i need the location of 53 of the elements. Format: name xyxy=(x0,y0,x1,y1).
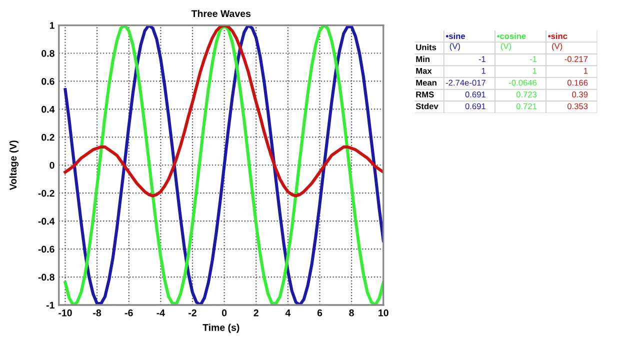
category-label: Stdev xyxy=(416,103,438,110)
x-tick-label: 4 xyxy=(285,310,291,316)
x-tick-label: -4 xyxy=(156,310,165,316)
text: -1 xyxy=(530,56,537,62)
category-label: •cosine xyxy=(497,32,526,40)
text: 0.166 xyxy=(567,80,588,86)
y-tick-label: 0.8 xyxy=(42,50,54,57)
text: 1 xyxy=(532,68,537,74)
x-tick-label: -6 xyxy=(124,309,133,316)
y-tick-label: 0.4 xyxy=(42,106,55,113)
text: 0.353 xyxy=(567,103,588,110)
x-axis-title: Time (s) xyxy=(202,324,240,333)
y-tick-label: 0 xyxy=(50,162,54,169)
category-label: Max xyxy=(416,68,432,74)
y-tick-label: -0.8 xyxy=(38,274,54,281)
text: (V) xyxy=(450,42,460,51)
text: 1 xyxy=(482,68,486,74)
y-tick-label: -0.6 xyxy=(38,246,54,253)
y-tick-label: -0.4 xyxy=(38,218,55,225)
text: 0.723 xyxy=(516,92,537,98)
text: 1 xyxy=(584,68,588,74)
y-axis-title: Voltage (V) xyxy=(9,140,19,190)
text: 0.691 xyxy=(465,92,486,98)
text: -0.217 xyxy=(564,56,588,62)
y-tick-label: -1 xyxy=(46,302,54,309)
chart-title: Three Waves xyxy=(191,10,251,18)
line-series xyxy=(64,25,384,198)
category-label: Mean xyxy=(416,80,436,86)
text: 0.691 xyxy=(465,103,486,110)
x-tick-label: -2 xyxy=(188,309,196,316)
x-tick-label: -8 xyxy=(93,309,102,316)
text: -2.74e-017 xyxy=(446,80,486,86)
text: -0.0646 xyxy=(509,80,537,86)
x-tick-label: 10 xyxy=(378,309,388,316)
y-tick-label: 0.2 xyxy=(42,134,54,141)
category-label: RMS xyxy=(416,92,434,98)
x-tick-label: 2 xyxy=(254,309,258,316)
text: 0.721 xyxy=(516,103,537,110)
category-label: •sine xyxy=(446,32,466,40)
text: (V) xyxy=(500,42,512,51)
x-tick-label: 8 xyxy=(349,309,354,316)
text: -1 xyxy=(478,56,486,62)
y-tick-label: 1 xyxy=(50,22,54,29)
x-tick-label: -10 xyxy=(58,309,72,316)
text: 0.39 xyxy=(572,92,588,98)
x-tick-label: 6 xyxy=(317,309,322,316)
category-label: Units xyxy=(416,44,436,50)
y-tick-label: 0.6 xyxy=(42,78,54,85)
text: (V) xyxy=(552,42,562,51)
category-label: •sinc xyxy=(548,32,568,40)
category-label: Min xyxy=(416,56,430,62)
y-tick-label: -0.2 xyxy=(38,190,54,197)
x-tick-label: 0 xyxy=(222,309,227,316)
